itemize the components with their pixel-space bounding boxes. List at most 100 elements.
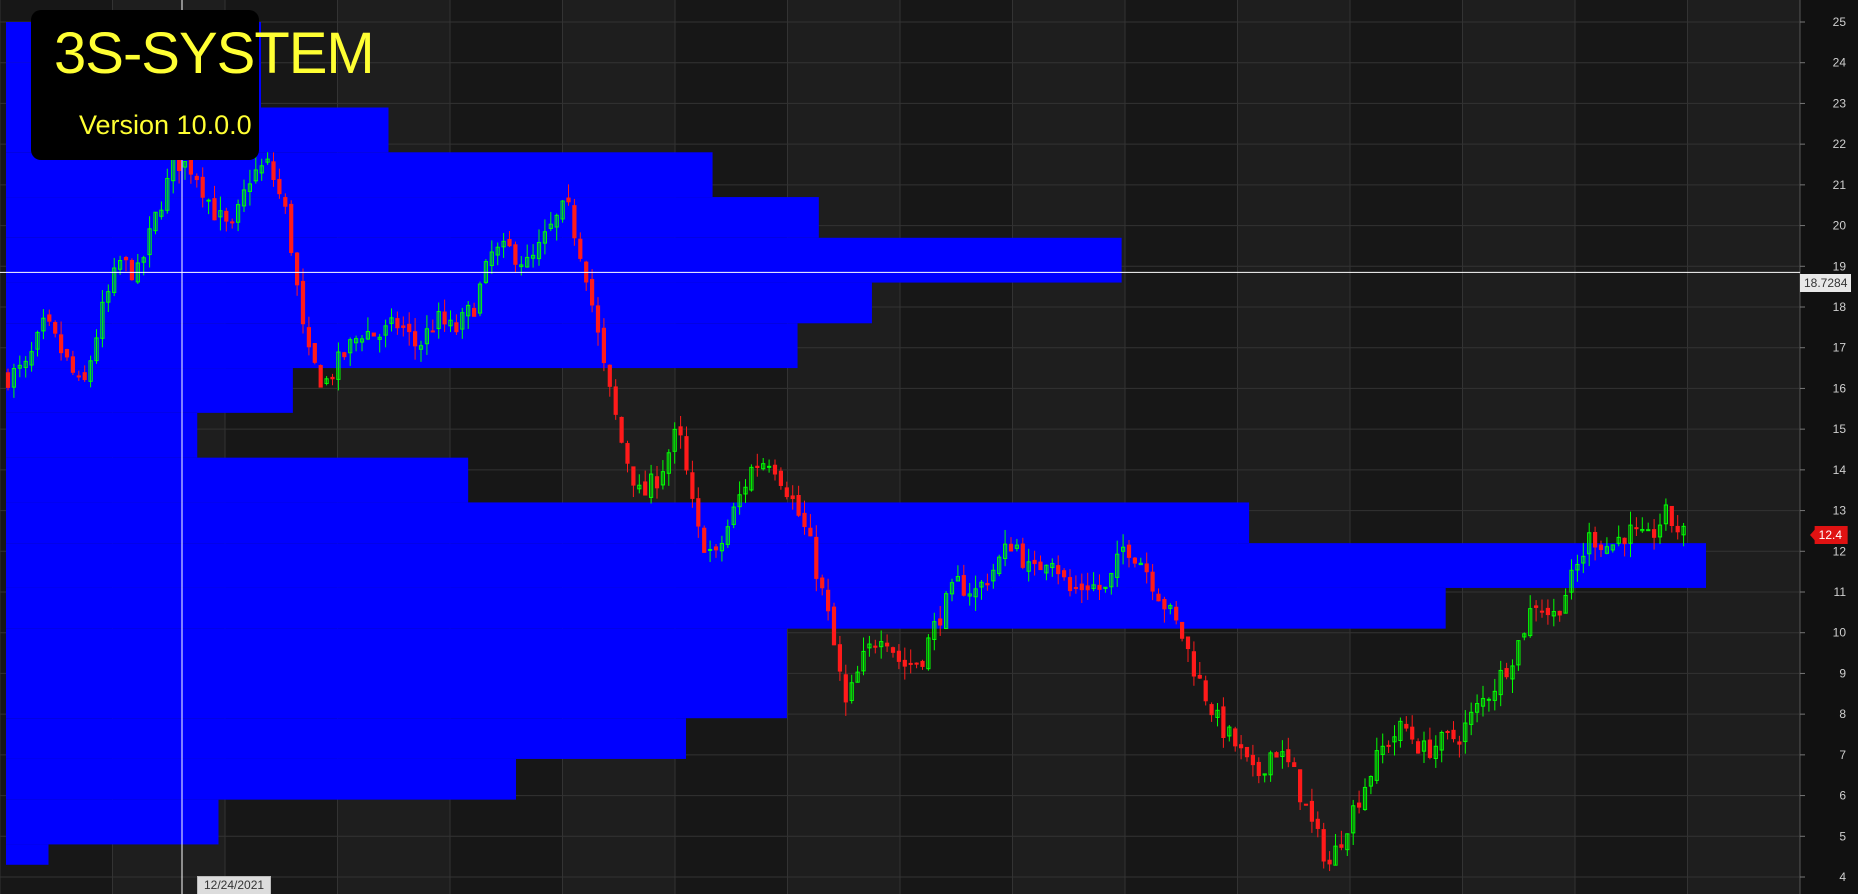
price-tick-label: 15 (1833, 422, 1847, 436)
crosshair-date-label: 12/24/2021 (197, 876, 272, 894)
candle-body (1516, 640, 1521, 666)
candle-body (625, 443, 630, 464)
candle-body (560, 200, 565, 220)
candle-body (424, 328, 429, 345)
candle-body (637, 484, 642, 490)
candle-body (1032, 559, 1037, 565)
candle-body (1062, 570, 1067, 578)
candle-body (1103, 586, 1108, 589)
candle-body (1121, 546, 1126, 552)
candle-body (177, 158, 182, 172)
candle-body (1634, 527, 1639, 530)
candles (5, 149, 1686, 872)
candle-body (265, 158, 270, 163)
candle-body (1026, 561, 1031, 572)
candle-body (1014, 544, 1019, 549)
candle-body (230, 221, 235, 224)
candle-body (690, 472, 695, 499)
grid-band (562, 0, 675, 894)
candle-body (1463, 722, 1468, 743)
candle-body (5, 372, 11, 388)
candle-body (1563, 594, 1568, 614)
candle-body (1250, 754, 1256, 766)
candle-body (1528, 608, 1533, 637)
candle-body (165, 178, 170, 211)
candle-body (1038, 561, 1043, 571)
price-tick-label: 17 (1833, 341, 1847, 355)
candle-body (118, 260, 123, 270)
volume-profile-bar (6, 718, 686, 759)
price-tick-label: 21 (1833, 178, 1847, 192)
price-tick-label: 11 (1834, 585, 1847, 599)
candle-body (731, 506, 736, 525)
candle-body (578, 238, 583, 259)
candle-body (1410, 726, 1415, 740)
candle-body (1008, 543, 1014, 552)
candle-body (985, 583, 990, 586)
candle-body (861, 650, 866, 672)
app-version: Version 10.0.0 (79, 110, 252, 140)
candle-body (507, 238, 512, 247)
candle-body (23, 360, 28, 368)
volume-profile-bar (6, 758, 516, 800)
candle-body (29, 351, 34, 366)
candle-body (324, 378, 329, 384)
candle-body (1675, 525, 1680, 533)
volume-profile-bar (6, 412, 198, 458)
candle-body (312, 343, 317, 363)
candle-body (489, 251, 494, 267)
candle-body (300, 280, 306, 325)
candle-body (123, 256, 129, 261)
volume-profile-bar (6, 323, 798, 369)
price-axis[interactable]: 4 5 6 7 8 9 10 11 12 13 14 15 16 17 18 19 20 21 22 23 24 25 (1799, 0, 1858, 894)
candle-body (808, 527, 813, 537)
candle-body (271, 161, 276, 180)
candle-body (1439, 731, 1444, 751)
candle-body (194, 175, 199, 181)
candle-body (684, 436, 689, 471)
candle-body (1073, 587, 1079, 590)
price-tick-label: 9 (1839, 666, 1846, 680)
candle-body (1475, 703, 1480, 713)
candle-body (1174, 606, 1179, 621)
candle-body (1657, 524, 1663, 538)
candle-body (460, 312, 465, 330)
candle-body (1150, 571, 1155, 592)
candle-body (713, 546, 719, 551)
candle-body (1646, 529, 1651, 532)
candle-body (1534, 605, 1539, 608)
candle-body (395, 318, 400, 329)
candle-body (41, 317, 46, 332)
candle-body (64, 349, 70, 358)
price-tick-label: 7 (1839, 748, 1846, 762)
candle-body (885, 642, 890, 647)
candle-body (224, 210, 229, 222)
candle-body (566, 197, 571, 203)
candle-body (1085, 585, 1090, 591)
candle-body (778, 470, 783, 486)
candle-body (1469, 711, 1474, 725)
candle-body (949, 582, 955, 595)
candle-body (35, 331, 40, 350)
candle-body (1616, 536, 1621, 544)
candle-body (595, 305, 601, 333)
candle-body (702, 527, 707, 553)
candle-body (961, 575, 966, 596)
candle-body (672, 428, 677, 452)
candle-body (531, 254, 536, 259)
candle-body (348, 339, 353, 354)
candle-body (365, 331, 370, 340)
candle-body (814, 536, 819, 579)
candle-body (159, 209, 164, 217)
candle-body (1345, 833, 1350, 851)
candle-body (660, 471, 665, 486)
candle-body (88, 360, 93, 382)
candle-body (1457, 741, 1462, 745)
candle-body (643, 481, 648, 496)
candle-body (772, 464, 778, 475)
price-tick-label: 8 (1839, 707, 1846, 721)
candle-body (784, 487, 789, 498)
candle-body (743, 486, 748, 495)
